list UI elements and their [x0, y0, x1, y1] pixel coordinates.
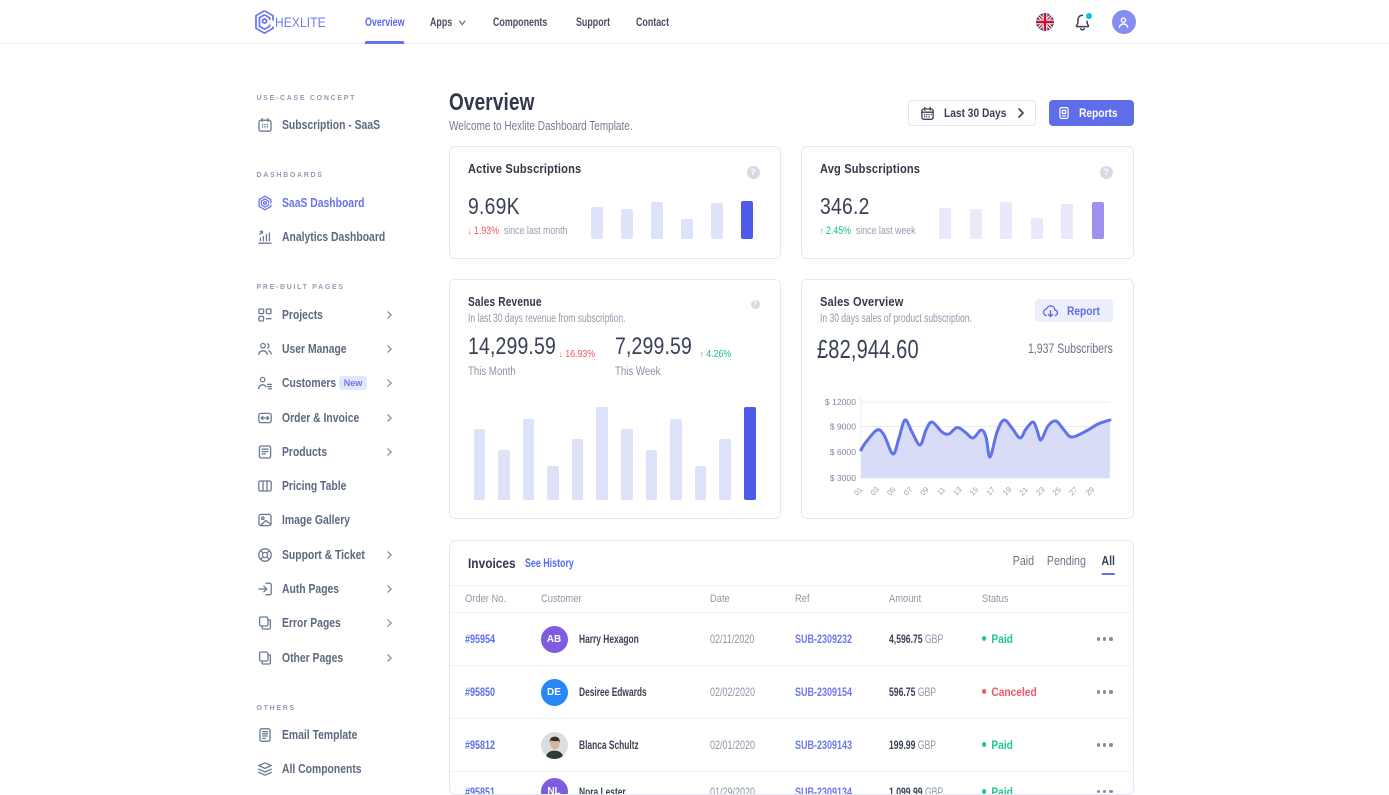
- svg-text:$ 12000: $ 12000: [824, 397, 855, 407]
- svg-text:23: 23: [1034, 485, 1046, 497]
- svg-text:01: 01: [852, 485, 864, 497]
- svg-text:27: 27: [1067, 485, 1079, 497]
- svg-text:19: 19: [1001, 485, 1013, 497]
- svg-text:21: 21: [1017, 485, 1029, 497]
- svg-text:03: 03: [868, 485, 880, 497]
- svg-text:29: 29: [1083, 485, 1095, 497]
- svg-text:11: 11: [935, 485, 947, 497]
- svg-text:$ 6000: $ 6000: [829, 447, 856, 457]
- svg-text:$ 3000: $ 3000: [829, 473, 856, 483]
- svg-text:17: 17: [984, 485, 996, 497]
- svg-text:13: 13: [951, 485, 963, 497]
- svg-text:15: 15: [967, 485, 979, 497]
- svg-text:$ 9000: $ 9000: [829, 422, 856, 432]
- svg-text:05: 05: [885, 485, 897, 497]
- svg-text:25: 25: [1050, 485, 1062, 497]
- svg-text:09: 09: [918, 485, 930, 497]
- svg-text:07: 07: [901, 485, 913, 497]
